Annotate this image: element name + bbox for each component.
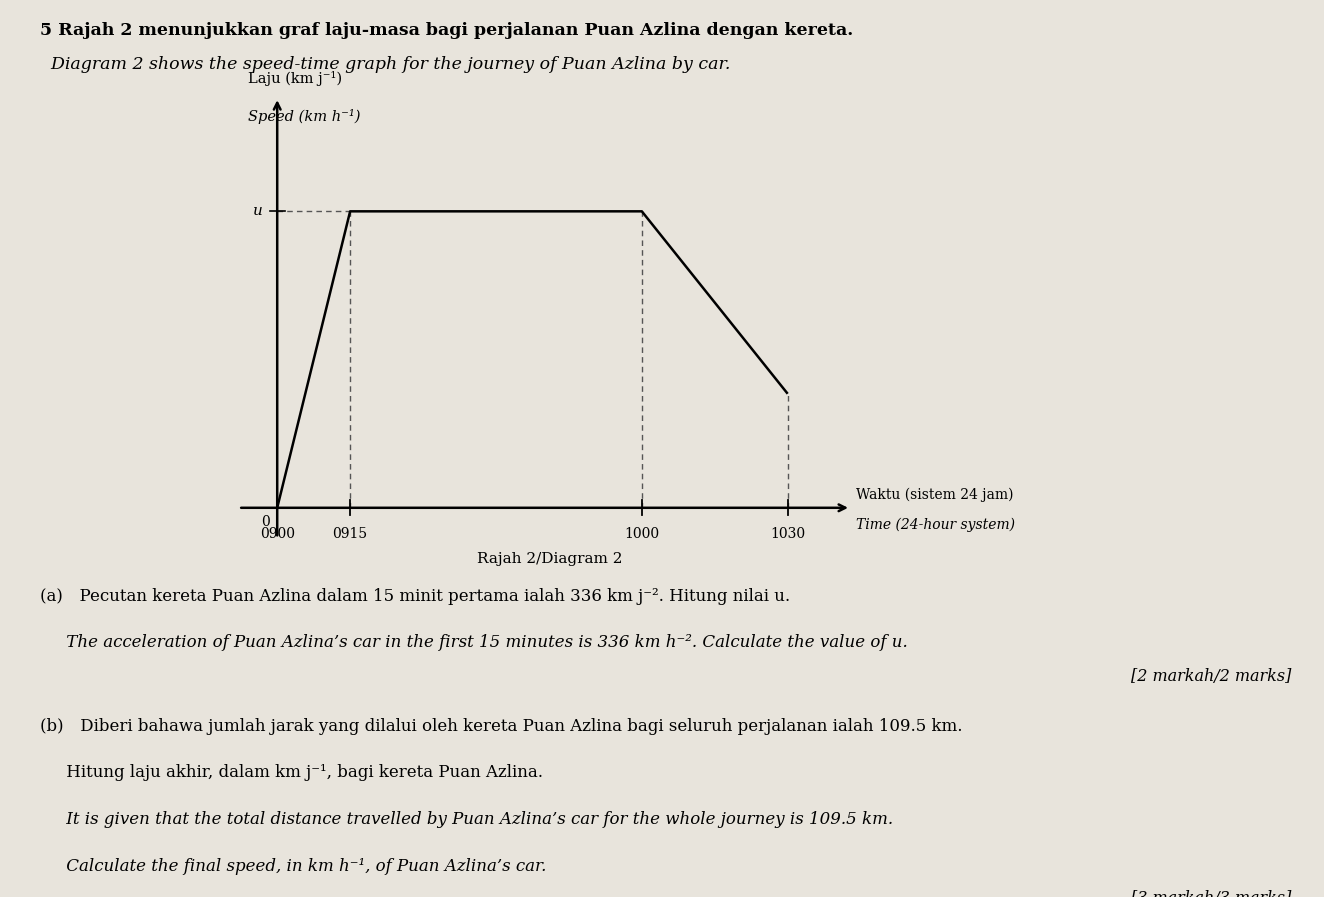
Text: Rajah 2/Diagram 2: Rajah 2/Diagram 2 <box>477 552 622 566</box>
Text: Calculate the final speed, in km h⁻¹, of Puan Azlina’s car.: Calculate the final speed, in km h⁻¹, of… <box>40 858 545 875</box>
Text: Speed (km h⁻¹): Speed (km h⁻¹) <box>248 109 360 124</box>
Text: 1030: 1030 <box>771 527 805 541</box>
Text: 0900: 0900 <box>260 527 295 541</box>
Text: Time (24-hour system): Time (24-hour system) <box>855 518 1014 532</box>
Text: u: u <box>253 205 262 218</box>
Text: Diagram 2 shows the speed-time graph for the journey of Puan Azlina by car.: Diagram 2 shows the speed-time graph for… <box>40 56 730 73</box>
Text: (b) Diberi bahawa jumlah jarak yang dilalui oleh kereta Puan Azlina bagi seluruh: (b) Diberi bahawa jumlah jarak yang dila… <box>40 718 963 735</box>
Text: It is given that the total distance travelled by Puan Azlina’s car for the whole: It is given that the total distance trav… <box>40 811 892 828</box>
Text: 5 Rajah 2 menunjukkan graf laju-masa bagi perjalanan Puan Azlina dengan kereta.: 5 Rajah 2 menunjukkan graf laju-masa bag… <box>40 22 853 39</box>
Text: [3 markah/3 marks]: [3 markah/3 marks] <box>1131 890 1291 897</box>
Text: 0915: 0915 <box>332 527 368 541</box>
Text: [2 markah/2 marks]: [2 markah/2 marks] <box>1131 668 1291 685</box>
Text: 0: 0 <box>261 516 270 529</box>
Text: Laju (km j⁻¹): Laju (km j⁻¹) <box>248 71 342 86</box>
Text: 1000: 1000 <box>625 527 659 541</box>
Text: (a) Pecutan kereta Puan Azlina dalam 15 minit pertama ialah 336 km j⁻². Hitung n: (a) Pecutan kereta Puan Azlina dalam 15 … <box>40 588 790 605</box>
Text: Hitung laju akhir, dalam km j⁻¹, bagi kereta Puan Azlina.: Hitung laju akhir, dalam km j⁻¹, bagi ke… <box>40 764 543 781</box>
Text: The acceleration of Puan Azlina’s car in the first 15 minutes is 336 km h⁻². Cal: The acceleration of Puan Azlina’s car in… <box>40 634 907 651</box>
Text: Waktu (sistem 24 jam): Waktu (sistem 24 jam) <box>855 487 1013 501</box>
